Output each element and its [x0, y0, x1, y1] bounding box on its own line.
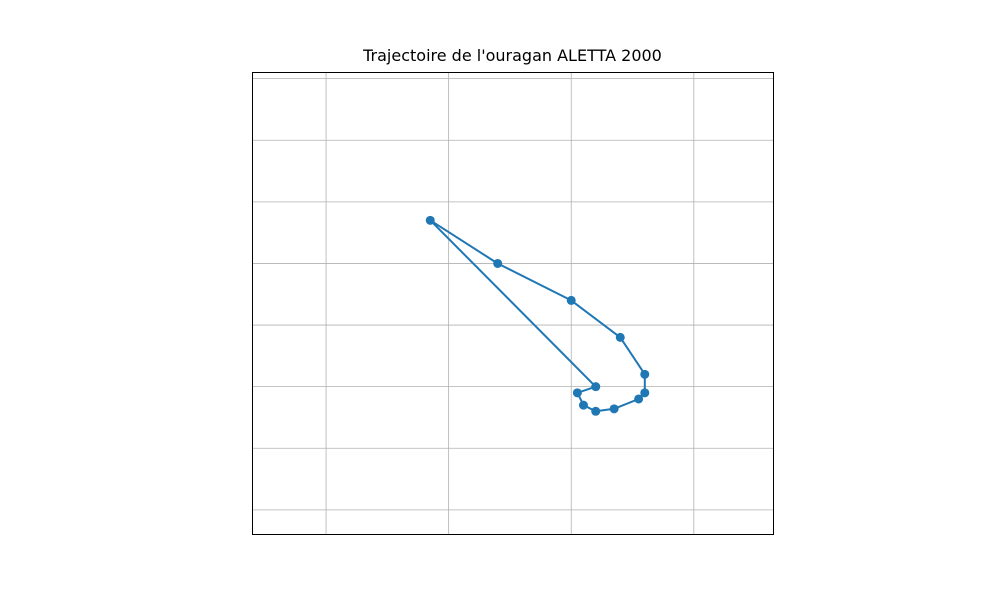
trajectory-line-0	[429, 219, 646, 413]
grid-lines	[252, 72, 774, 535]
trajectory-point-2	[578, 400, 588, 410]
trajectory-point-3	[591, 406, 601, 416]
series-layer	[425, 215, 650, 416]
trajectory-point-7	[640, 369, 650, 379]
trajectory-line-1	[429, 219, 597, 388]
chart-title: Trajectoire de l'ouragan ALETTA 2000	[363, 46, 662, 65]
trajectory-point-1	[572, 388, 582, 398]
trajectory-point-6	[640, 388, 650, 398]
trajectory-point-10	[493, 258, 503, 268]
trajectory-point-5	[634, 394, 644, 404]
plot-frame	[252, 72, 774, 535]
trajectory-point-9	[566, 295, 576, 305]
trajectory-point-4	[609, 404, 619, 414]
trajectory-point-8	[615, 332, 625, 342]
